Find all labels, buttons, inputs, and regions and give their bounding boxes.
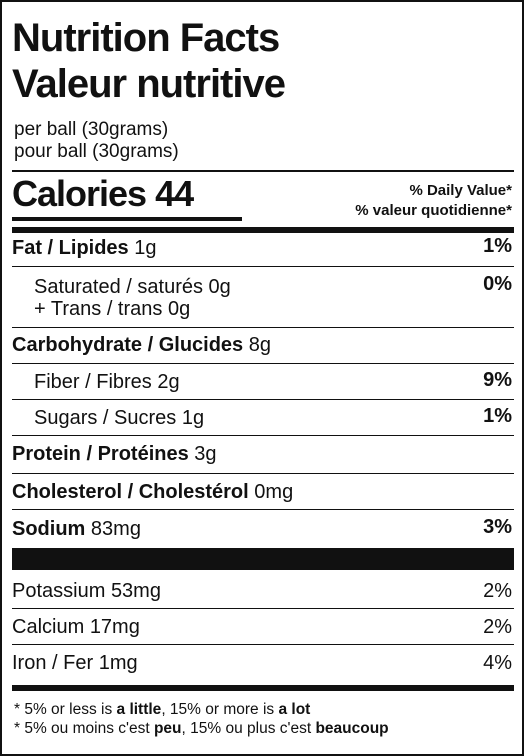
trans-label: + Trans / trans (34, 298, 163, 320)
fat-amount: 1g (134, 237, 157, 259)
iron-row: Iron / Fer 1mg (12, 651, 138, 675)
fat-label: Fat / Lipides (12, 237, 129, 259)
footnote-text: , 15% ou plus c'est (181, 720, 316, 737)
calcium-label: Calcium (12, 616, 85, 638)
footnote-emphasis: beaucoup (315, 720, 389, 737)
sugars-row: Sugars / Sucres 1g (34, 406, 204, 430)
divider (12, 473, 514, 474)
cholesterol-label: Cholesterol / Cholestérol (12, 481, 249, 503)
divider (12, 435, 514, 436)
footnote-english: * 5% or less is a little, 15% or more is… (14, 700, 310, 719)
title-french: Valeur nutritive (12, 62, 286, 106)
daily-value-header-french: % valeur quotidienne* (355, 202, 512, 219)
calories-underline (12, 217, 242, 221)
divider (12, 399, 514, 400)
trans-row: + Trans / trans 0g (34, 297, 190, 321)
iron-percent: 4% (483, 652, 512, 674)
thick-bar (12, 548, 514, 570)
footnote-text: * 5% or less is (14, 701, 117, 718)
calories-value: 44 (155, 173, 194, 214)
trans-amount: 0g (167, 298, 191, 320)
protein-row: Protein / Protéines 3g (12, 442, 217, 466)
divider (12, 363, 514, 364)
divider (12, 266, 514, 267)
cholesterol-row: Cholesterol / Cholestérol 0mg (12, 480, 293, 504)
iron-amount: 1mg (98, 652, 138, 674)
potassium-row: Potassium 53mg (12, 579, 161, 603)
potassium-percent: 2% (483, 580, 512, 602)
calories-label: Calories (12, 173, 147, 214)
fiber-label: Fiber / Fibres (34, 371, 152, 393)
sodium-row: Sodium 83mg (12, 517, 141, 541)
calcium-percent: 2% (483, 616, 512, 638)
carbohydrate-label: Carbohydrate / Glucides (12, 334, 244, 356)
serving-size-french: pour ball (30grams) (14, 141, 179, 162)
footnote-emphasis: a lot (278, 701, 311, 718)
carbohydrate-row: Carbohydrate / Glucides 8g (12, 333, 271, 357)
sodium-percent: 3% (483, 516, 512, 538)
footnote-french: * 5% ou moins c'est peu, 15% ou plus c'e… (14, 719, 389, 738)
daily-value-header-english: % Daily Value* (409, 182, 512, 199)
potassium-label: Potassium (12, 580, 106, 602)
divider (12, 327, 514, 328)
sugars-percent: 1% (483, 405, 512, 427)
footnote-text: , 15% or more is (161, 701, 279, 718)
calories-line: Calories 44 (12, 173, 194, 214)
divider (12, 509, 514, 510)
sodium-label: Sodium (12, 518, 86, 540)
sugars-amount: 1g (181, 407, 205, 429)
fat-row: Fat / Lipides 1g (12, 236, 157, 260)
saturated-trans-percent: 0% (483, 273, 512, 295)
thick-divider (12, 685, 514, 691)
divider (12, 644, 514, 645)
footnote-emphasis: a little (116, 701, 162, 718)
sodium-amount: 83mg (90, 518, 141, 540)
footnote-emphasis: peu (153, 720, 182, 737)
fiber-amount: 2g (157, 371, 180, 393)
title-english: Nutrition Facts (12, 16, 280, 60)
thick-divider (12, 227, 514, 233)
cholesterol-amount: 0mg (254, 481, 294, 503)
saturated-label: Saturated / saturés (34, 276, 203, 298)
fiber-row: Fiber / Fibres 2g (34, 370, 180, 394)
sugars-label: Sugars / Sucres (34, 407, 177, 429)
fat-percent: 1% (483, 235, 512, 257)
divider (12, 608, 514, 609)
fiber-percent: 9% (483, 369, 512, 391)
protein-label: Protein / Protéines (12, 443, 189, 465)
footnote-text: * 5% ou moins c'est (14, 720, 154, 737)
iron-label: Iron / Fer (12, 652, 94, 674)
calcium-amount: 17mg (89, 616, 140, 638)
saturated-amount: 0g (208, 276, 231, 298)
calcium-row: Calcium 17mg (12, 615, 140, 639)
divider (12, 170, 514, 172)
potassium-amount: 53mg (110, 580, 161, 602)
protein-amount: 3g (194, 443, 217, 465)
carbohydrate-amount: 8g (248, 334, 271, 356)
serving-size-english: per ball (30grams) (14, 119, 169, 140)
saturated-row: Saturated / saturés 0g (34, 275, 231, 299)
